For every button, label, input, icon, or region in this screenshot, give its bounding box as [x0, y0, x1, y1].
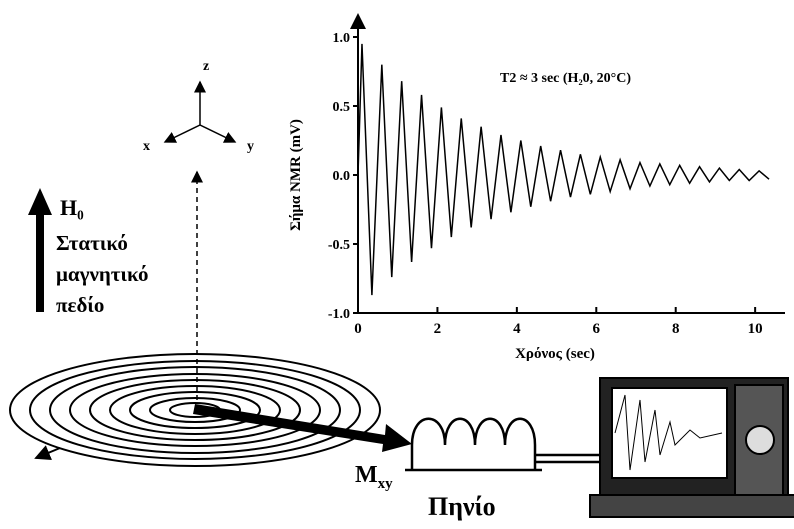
y-tick-label: 0.5	[333, 100, 351, 115]
field-text: μαγνητικό	[56, 262, 149, 286]
coil	[405, 417, 605, 472]
x-tick-label: 10	[748, 321, 763, 337]
mxy-label: Mxy	[355, 462, 393, 492]
x-axis-title: Χρόνος (sec)	[515, 346, 595, 362]
x-tick-label: 6	[593, 321, 601, 337]
signal-line	[357, 43, 770, 296]
axis-y: y	[247, 139, 254, 154]
mxy-main: M	[355, 462, 378, 488]
axis-x: x	[143, 139, 150, 154]
field-text: Στατικό	[56, 231, 128, 255]
x-tick-label: 8	[672, 321, 680, 337]
x-tick-label: 2	[434, 321, 442, 337]
y-tick-label: 0.0	[333, 169, 351, 184]
computer	[589, 377, 794, 518]
axis-z: z	[203, 59, 209, 74]
chart-annotation: T2 ≈ 3 sec (H₂0, 20°C)	[500, 71, 631, 86]
y-axis-title: Σήμα NMR (mV)	[288, 119, 304, 231]
x-tick-label: 4	[513, 321, 521, 337]
coil-label: Πηνίο	[428, 492, 496, 521]
y-tick-label: 1.0	[333, 31, 351, 46]
field-label: H₀	[60, 195, 84, 220]
nmr-chart: 1.0 0.5 0.0 -0.5 -1.0 0 2 4 6 8 10	[328, 13, 785, 337]
axes-icon	[163, 80, 237, 143]
y-tick-label: -0.5	[328, 238, 350, 253]
precession-spiral	[9, 353, 381, 467]
field-arrow	[28, 188, 52, 312]
mxy-sub: xy	[378, 476, 394, 492]
field-text: πεδίο	[56, 293, 104, 317]
mxy-arrow	[193, 404, 412, 452]
x-tick-label: 0	[354, 321, 362, 337]
y-tick-label: -1.0	[328, 307, 350, 322]
